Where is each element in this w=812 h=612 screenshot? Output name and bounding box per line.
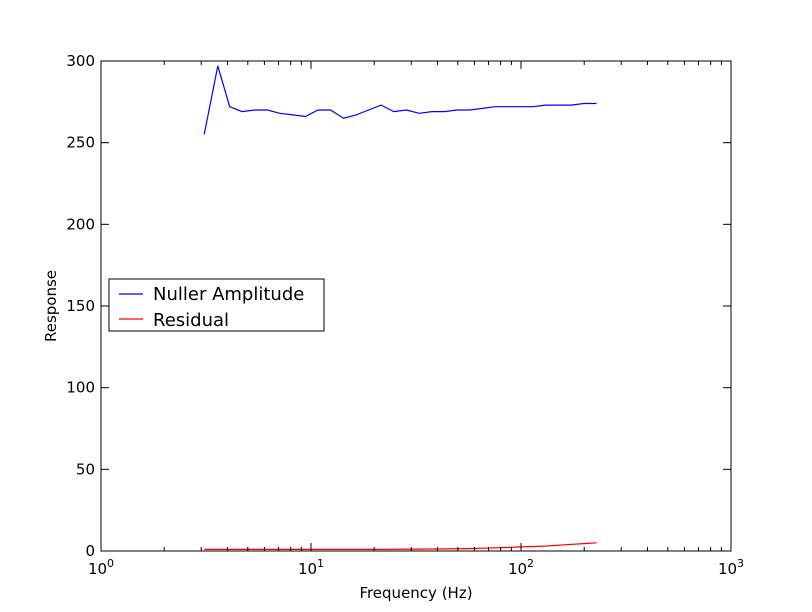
y-tick-label: 50 bbox=[76, 460, 95, 478]
y-tick-label: 300 bbox=[66, 52, 95, 70]
series-line-nuller-amplitude bbox=[203, 65, 597, 135]
series-layer bbox=[203, 65, 597, 551]
x-tick-label: 103 bbox=[718, 557, 744, 578]
x-tick-label: 102 bbox=[508, 557, 534, 578]
series-line-residual bbox=[204, 542, 597, 551]
ticks-layer: 100 101 102 103 0 50 100 150 200 250 300 bbox=[66, 52, 744, 578]
y-tick-label: 0 bbox=[85, 542, 95, 560]
y-tick-label: 200 bbox=[66, 215, 95, 233]
legend: Nuller Amplitude Residual bbox=[108, 278, 325, 332]
x-tick-label: 100 bbox=[88, 557, 114, 578]
legend-label-nuller-amplitude: Nuller Amplitude bbox=[153, 284, 304, 305]
y-tick-label: 250 bbox=[66, 134, 95, 152]
legend-label-residual: Residual bbox=[153, 310, 229, 331]
x-tick-label: 101 bbox=[298, 557, 324, 578]
y-tick-label: 150 bbox=[66, 297, 95, 315]
x-axis-label: Frequency (Hz) bbox=[359, 584, 472, 602]
legend-box bbox=[108, 278, 325, 332]
y-axis-label: Response bbox=[42, 270, 60, 342]
y-tick-label: 100 bbox=[66, 379, 95, 397]
